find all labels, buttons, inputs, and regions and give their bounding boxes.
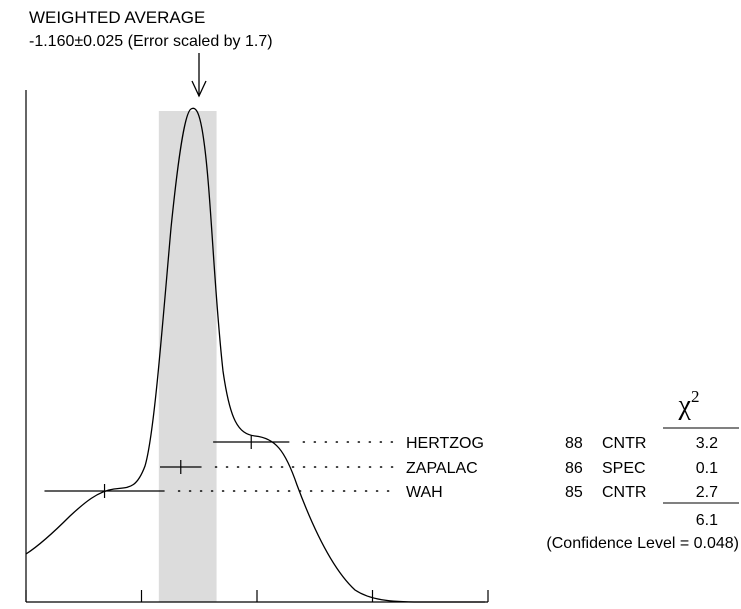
measurement-technique: CNTR [602, 435, 646, 452]
measurement-year: 86 [565, 460, 583, 477]
chi2-total: 6.1 [696, 512, 718, 529]
chart-subtitle: -1.160±0.025 (Error scaled by 1.7) [29, 33, 273, 50]
measurement-chi2: 3.2 [696, 435, 718, 452]
measurement-name: HERTZOG [406, 435, 484, 452]
measurement-year: 88 [565, 435, 583, 452]
average-arrow [191, 53, 207, 98]
ideogram-curve [25, 107, 485, 603]
x-axis-ticks: -1.3-1.2-1.1-1-0.9 [25, 590, 489, 602]
measurement-technique: CNTR [602, 484, 646, 501]
chart-title: WEIGHTED AVERAGE [29, 8, 205, 27]
average-error-band [158, 111, 217, 602]
chi2-header-superscript: 2 [691, 387, 700, 406]
confidence-level: (Confidence Level = 0.048) [546, 535, 739, 552]
measurement-chi2: 0.1 [696, 460, 718, 477]
measurements: HERTZOG 88 CNTR 3.2 ZAPALAC 86 SPEC 0.1 WAH 85 CNT… [44, 435, 718, 501]
measurement-name: WAH [406, 484, 443, 501]
measurement-name: ZAPALAC [406, 460, 478, 477]
measurement-technique: SPEC [602, 460, 646, 477]
measurement-chi2: 2.7 [696, 484, 718, 501]
measurement-year: 85 [565, 484, 583, 501]
chi2-header: χ2 [678, 387, 700, 421]
